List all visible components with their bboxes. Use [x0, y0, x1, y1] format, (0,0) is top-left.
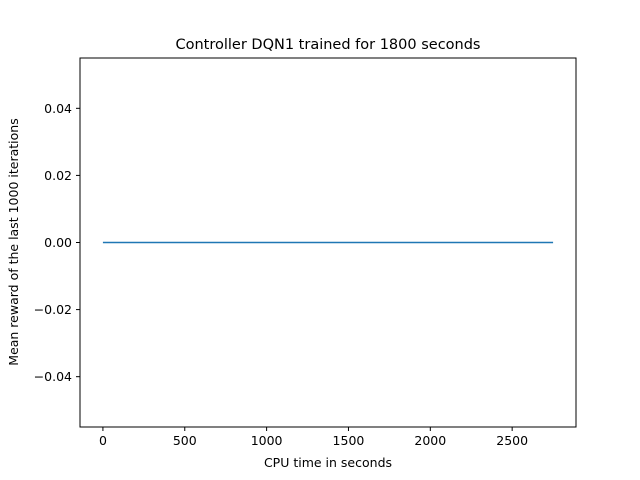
chart-title: Controller DQN1 trained for 1800 seconds	[175, 37, 480, 53]
y-tick-label: 0.04	[44, 101, 72, 116]
y-tick-label: −0.02	[34, 302, 72, 317]
y-tick-label: −0.04	[34, 369, 72, 384]
y-axis-label: Mean reward of the last 1000 iterations	[6, 118, 21, 365]
x-tick-label: 1000	[251, 433, 283, 448]
x-tick-label: 2500	[496, 433, 528, 448]
y-axis: −0.04 −0.02 0.00 0.02 0.04	[34, 101, 80, 384]
x-axis: 0 500 1000 1500 2000 2500	[99, 427, 528, 448]
x-tick-label: 1500	[333, 433, 365, 448]
y-tick-label: 0.00	[44, 235, 72, 250]
x-tick-label: 0	[99, 433, 107, 448]
x-tick-label: 2000	[414, 433, 446, 448]
x-tick-label: 500	[173, 433, 197, 448]
y-tick-label: 0.02	[44, 168, 72, 183]
x-axis-label: CPU time in seconds	[264, 455, 392, 470]
